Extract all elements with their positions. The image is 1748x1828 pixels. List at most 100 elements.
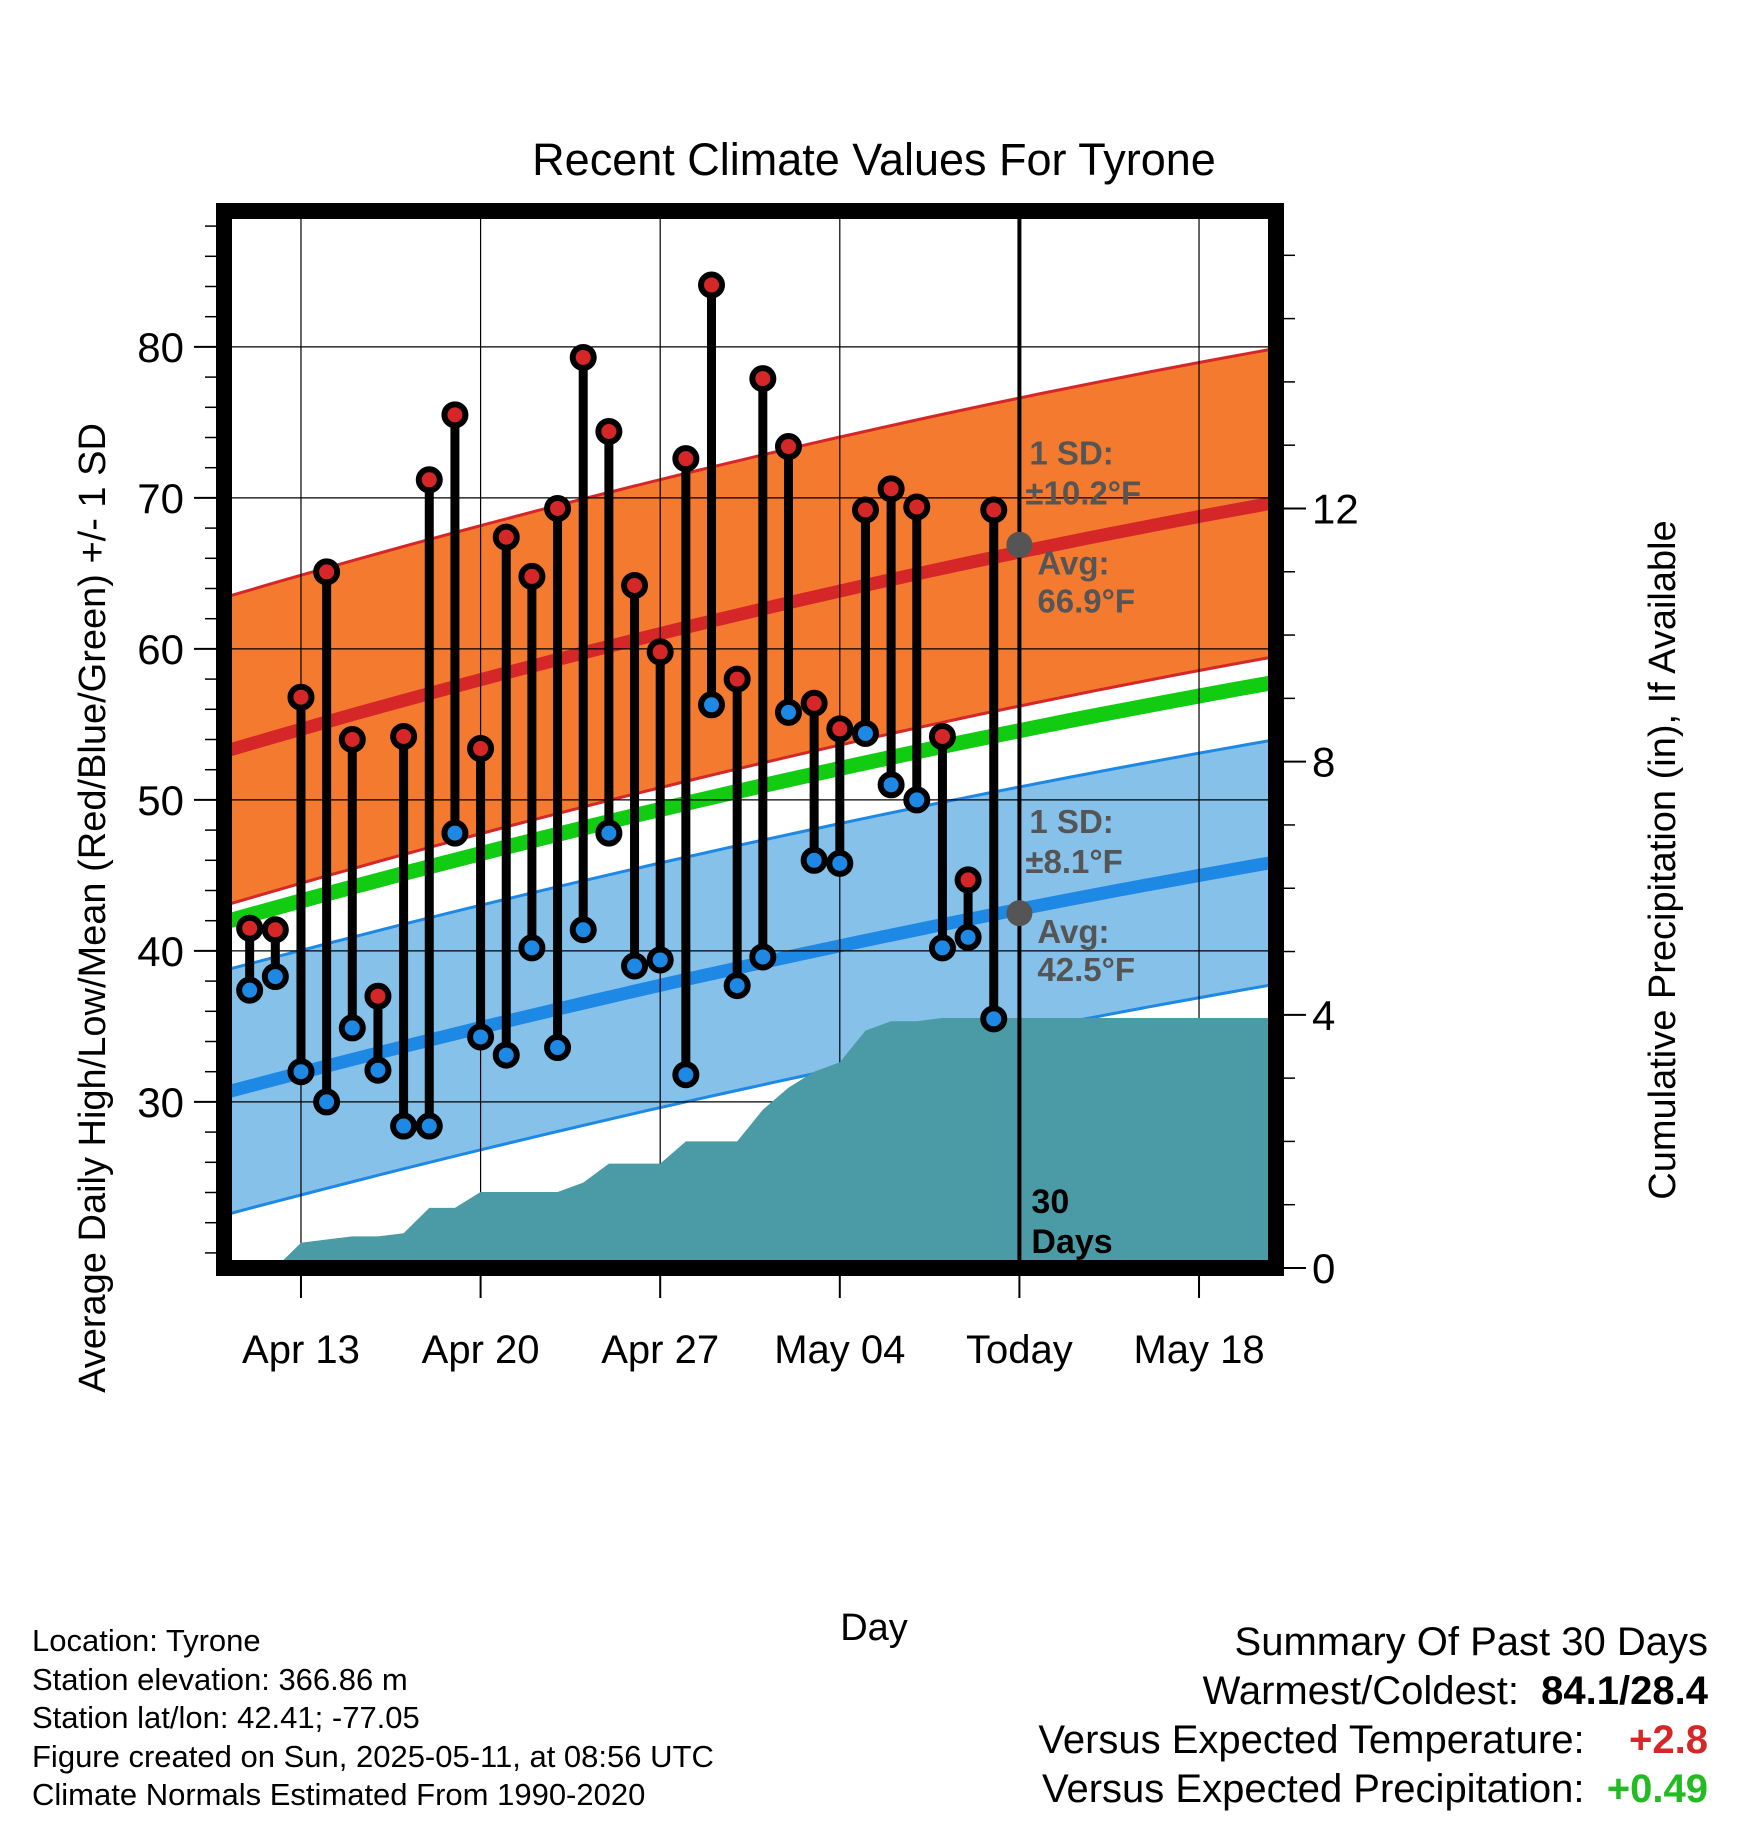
created-text: Figure created on Sun, 2025-05-11, at 08… bbox=[32, 1738, 714, 1774]
temp-label: Versus Expected Temperature: bbox=[1038, 1718, 1585, 1762]
low-point bbox=[698, 691, 726, 719]
high-point bbox=[364, 982, 392, 1010]
low-point bbox=[621, 952, 649, 980]
low-point bbox=[364, 1056, 392, 1084]
normals-text: Climate Normals Estimated From 1990-2020 bbox=[32, 1777, 646, 1812]
sd-value: ±8.1°F bbox=[1025, 843, 1122, 880]
low-point bbox=[338, 1014, 366, 1042]
high-point bbox=[980, 496, 1008, 524]
high-point bbox=[595, 417, 623, 445]
today-avg-marker bbox=[1006, 900, 1033, 927]
chart-title: Recent Climate Values For Tyrone bbox=[532, 134, 1216, 185]
summary-panel: Summary Of Past 30 Days Warmest/Coldest:… bbox=[1038, 1618, 1708, 1814]
sd-label: 1 SD: bbox=[1029, 435, 1113, 472]
y-tick-label: 50 bbox=[137, 777, 184, 824]
y2-tick-label: 0 bbox=[1312, 1245, 1335, 1292]
low-point bbox=[826, 849, 854, 877]
low-point bbox=[261, 963, 289, 991]
sd-value: ±10.2°F bbox=[1025, 475, 1141, 512]
high-point bbox=[954, 866, 982, 894]
low-point bbox=[390, 1112, 418, 1140]
high-point bbox=[518, 562, 546, 590]
daily-temperature-marks bbox=[236, 271, 1008, 1140]
y-tick-label: 60 bbox=[137, 626, 184, 673]
high-point bbox=[569, 343, 597, 371]
high-point bbox=[672, 445, 700, 473]
high-point bbox=[390, 722, 418, 750]
low-point bbox=[544, 1034, 572, 1062]
summary-precip: Versus Expected Precipitation: +0.49 bbox=[1038, 1765, 1708, 1814]
x-tick-label: Apr 20 bbox=[422, 1328, 540, 1372]
station-info: Location: Tyrone Station elevation: 366.… bbox=[32, 1622, 714, 1815]
high-point bbox=[826, 715, 854, 743]
low-point bbox=[492, 1041, 520, 1069]
low-point bbox=[415, 1112, 443, 1140]
summary-title: Summary Of Past 30 Days bbox=[1234, 1620, 1708, 1664]
y2-tick-label: 8 bbox=[1312, 739, 1335, 786]
precip-value: +0.49 bbox=[1606, 1767, 1708, 1811]
avg-value: 66.9°F bbox=[1037, 583, 1135, 620]
high-point bbox=[415, 466, 443, 494]
low-point bbox=[903, 786, 931, 814]
high-point bbox=[903, 493, 931, 521]
low-point bbox=[774, 698, 802, 726]
low-point bbox=[723, 972, 751, 1000]
low-point bbox=[441, 819, 469, 847]
location-text: Location: Tyrone bbox=[32, 1623, 261, 1658]
high-point bbox=[287, 683, 315, 711]
summary-temp: Versus Expected Temperature: +2.8 bbox=[1038, 1716, 1708, 1765]
warm-cold-value: 84.1/28.4 bbox=[1541, 1669, 1708, 1713]
high-point bbox=[774, 433, 802, 461]
y-tick-label: 30 bbox=[137, 1079, 184, 1126]
low-point bbox=[569, 916, 597, 944]
low-point bbox=[672, 1061, 700, 1089]
avg-label: Avg: bbox=[1037, 913, 1109, 950]
precip-label: Versus Expected Precipitation: bbox=[1042, 1767, 1585, 1811]
summary-warm-cold: Warmest/Coldest: 84.1/28.4 bbox=[1038, 1667, 1708, 1716]
low-point bbox=[851, 719, 879, 747]
high-point bbox=[851, 496, 879, 524]
high-point bbox=[441, 401, 469, 429]
high-sd-band bbox=[224, 348, 1276, 906]
today-avg-marker bbox=[1006, 531, 1033, 558]
x-tick-label: Apr 27 bbox=[601, 1328, 719, 1372]
plot-frame bbox=[216, 203, 1284, 1276]
warm-cold-label: Warmest/Coldest: bbox=[1202, 1669, 1519, 1713]
low-sd-lower bbox=[223, 982, 1277, 1217]
days-label: 30 bbox=[1031, 1183, 1069, 1221]
low-point bbox=[749, 943, 777, 971]
low-point bbox=[928, 934, 956, 962]
high-point bbox=[646, 638, 674, 666]
y2-tick-label: 4 bbox=[1312, 992, 1335, 1039]
avg-label: Avg: bbox=[1037, 545, 1109, 582]
x-axis-label: Day bbox=[840, 1607, 908, 1649]
x-tick-label: May 04 bbox=[774, 1328, 905, 1372]
x-tick-label: Today bbox=[966, 1328, 1073, 1372]
high-point bbox=[928, 722, 956, 750]
high-point bbox=[236, 914, 264, 942]
low-sd-band bbox=[224, 739, 1276, 1216]
frame-border bbox=[216, 203, 1284, 1276]
axes: 30 40 50 60 70 80 0 4 8 12 Apr 13 Apr 20 Apr 27 May 0… bbox=[137, 225, 1359, 1372]
high-point bbox=[544, 494, 572, 522]
low-point bbox=[236, 976, 264, 1004]
x-tick-label: Apr 13 bbox=[242, 1328, 360, 1372]
days-label: Days bbox=[1031, 1223, 1112, 1261]
low-point bbox=[467, 1023, 495, 1051]
high-point bbox=[492, 523, 520, 551]
y-axis-label: Average Daily High/Low/Mean (Red/Blue/Gr… bbox=[72, 423, 114, 1393]
high-point bbox=[467, 735, 495, 763]
low-point bbox=[800, 846, 828, 874]
avg-value: 42.5°F bbox=[1037, 951, 1135, 988]
low-point bbox=[877, 771, 905, 799]
high-point bbox=[261, 916, 289, 944]
sd-label: 1 SD: bbox=[1029, 803, 1113, 840]
high-point bbox=[698, 271, 726, 299]
y2-axis-label: Cumulative Precipitation (in), If Availa… bbox=[1642, 520, 1684, 1199]
temp-value: +2.8 bbox=[1629, 1718, 1708, 1762]
high-point bbox=[800, 689, 828, 717]
low-point bbox=[954, 923, 982, 951]
high-sd-upper bbox=[223, 346, 1277, 600]
